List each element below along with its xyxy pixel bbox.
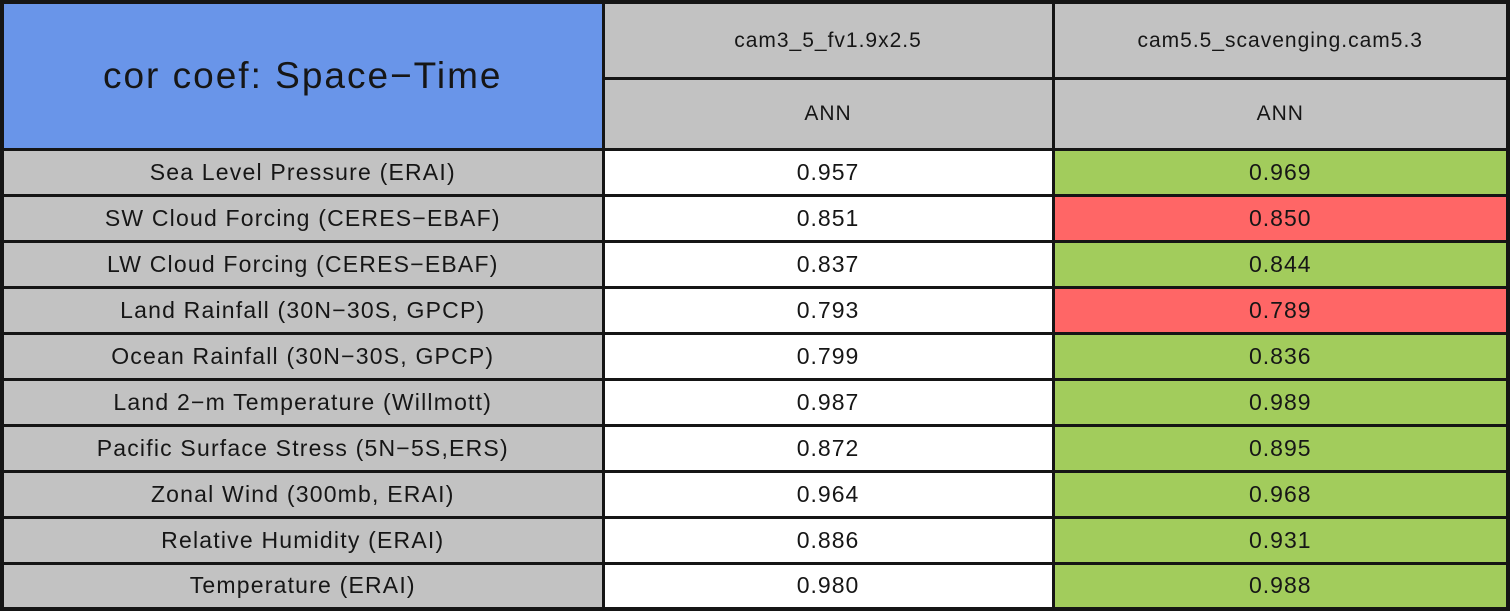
value-cell: 0.980	[601, 561, 1055, 611]
value-cell: 0.968	[1051, 469, 1510, 519]
value-cell: 0.957	[601, 148, 1055, 198]
value-cell: 0.799	[601, 332, 1055, 381]
value-cell: 0.872	[601, 423, 1055, 473]
metric-label-cell: SW Cloud Forcing (CERES−EBAF)	[0, 194, 605, 244]
season-subheader-2: ANN	[1051, 76, 1510, 152]
value-cell: 0.844	[1051, 240, 1510, 290]
metric-label-cell: Land Rainfall (30N−30S, GPCP)	[0, 286, 605, 336]
table-row: Land 2−m Temperature (Willmott) 0.987 0.…	[0, 377, 1510, 427]
table-row: Relative Humidity (ERAI) 0.886 0.931	[0, 515, 1510, 565]
value-cell: 0.836	[1051, 332, 1510, 381]
value-cell: 0.969	[1051, 148, 1510, 198]
value-cell: 0.793	[601, 286, 1055, 336]
table-row: SW Cloud Forcing (CERES−EBAF) 0.851 0.85…	[0, 194, 1510, 244]
metric-label-cell: LW Cloud Forcing (CERES−EBAF)	[0, 240, 605, 290]
value-cell: 0.931	[1051, 515, 1510, 565]
table-title-cell: cor coef: Space−Time	[0, 0, 605, 152]
value-cell: 0.837	[601, 240, 1055, 290]
value-cell: 0.989	[1051, 377, 1510, 427]
metric-label-cell: Zonal Wind (300mb, ERAI)	[0, 469, 605, 519]
model-column-header-2: cam5.5_scavenging.cam5.3	[1051, 0, 1510, 80]
metric-label-cell: Relative Humidity (ERAI)	[0, 515, 605, 565]
table-row: Sea Level Pressure (ERAI) 0.957 0.969	[0, 148, 1510, 198]
value-cell: 0.886	[601, 515, 1055, 565]
value-cell: 0.851	[601, 194, 1055, 244]
model-column-header-1: cam3_5_fv1.9x2.5	[601, 0, 1055, 80]
value-cell: 0.987	[601, 377, 1055, 427]
value-cell: 0.988	[1051, 561, 1510, 611]
table-row: LW Cloud Forcing (CERES−EBAF) 0.837 0.84…	[0, 240, 1510, 290]
table-row: Temperature (ERAI) 0.980 0.988	[0, 561, 1510, 611]
table-row: Zonal Wind (300mb, ERAI) 0.964 0.968	[0, 469, 1510, 519]
value-cell: 0.850	[1051, 194, 1510, 244]
table-row: Ocean Rainfall (30N−30S, GPCP) 0.799 0.8…	[0, 332, 1510, 381]
metric-label-cell: Land 2−m Temperature (Willmott)	[0, 377, 605, 427]
metric-label-cell: Sea Level Pressure (ERAI)	[0, 148, 605, 198]
value-cell: 0.789	[1051, 286, 1510, 336]
metric-label-cell: Ocean Rainfall (30N−30S, GPCP)	[0, 332, 605, 381]
value-cell: 0.895	[1051, 423, 1510, 473]
metric-label-cell: Temperature (ERAI)	[0, 561, 605, 611]
table-row: Pacific Surface Stress (5N−5S,ERS) 0.872…	[0, 423, 1510, 473]
value-cell: 0.964	[601, 469, 1055, 519]
metric-label-cell: Pacific Surface Stress (5N−5S,ERS)	[0, 423, 605, 473]
season-subheader-1: ANN	[601, 76, 1055, 152]
table-row: Land Rainfall (30N−30S, GPCP) 0.793 0.78…	[0, 286, 1510, 336]
header-row-season: ANN ANN	[2, 76, 1510, 152]
header-row-models: cor coef: Space−Time cam3_5_fv1.9x2.5 ca…	[0, 0, 1510, 152]
